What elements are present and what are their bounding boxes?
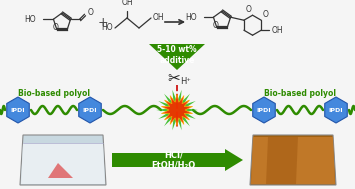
Text: ✂: ✂	[168, 71, 180, 87]
Text: O: O	[212, 21, 218, 30]
Polygon shape	[156, 90, 198, 130]
Polygon shape	[162, 94, 193, 126]
Text: +: +	[98, 15, 108, 29]
Polygon shape	[325, 97, 347, 123]
Text: OH: OH	[153, 13, 165, 22]
Text: 5-10 wt%
additive: 5-10 wt% additive	[157, 45, 197, 65]
Text: OH: OH	[271, 26, 283, 35]
Text: Bio-based polyol: Bio-based polyol	[18, 90, 90, 98]
Text: O: O	[262, 10, 268, 19]
Text: HO: HO	[185, 13, 196, 22]
Text: IPDI: IPDI	[329, 108, 343, 112]
Polygon shape	[251, 137, 335, 184]
FancyArrow shape	[112, 149, 243, 171]
Text: HO: HO	[102, 23, 113, 33]
Text: IPDI: IPDI	[83, 108, 97, 112]
Text: H⁺: H⁺	[181, 77, 191, 87]
Text: IPDI: IPDI	[11, 108, 25, 112]
Text: O: O	[88, 8, 93, 17]
Text: Bio-based polyol: Bio-based polyol	[264, 90, 336, 98]
Polygon shape	[253, 97, 275, 123]
Text: OH: OH	[121, 0, 133, 7]
Polygon shape	[21, 143, 105, 184]
Polygon shape	[79, 97, 101, 123]
Polygon shape	[7, 97, 29, 123]
Text: IPDI: IPDI	[257, 108, 271, 112]
Polygon shape	[48, 163, 73, 178]
Polygon shape	[149, 44, 205, 70]
Polygon shape	[266, 137, 298, 184]
Polygon shape	[250, 135, 336, 185]
Text: HCl/
EtOH/H₂O: HCl/ EtOH/H₂O	[151, 150, 196, 170]
Text: O: O	[246, 5, 252, 14]
Text: HO: HO	[24, 15, 36, 24]
Text: O: O	[52, 23, 58, 32]
Polygon shape	[20, 135, 106, 185]
